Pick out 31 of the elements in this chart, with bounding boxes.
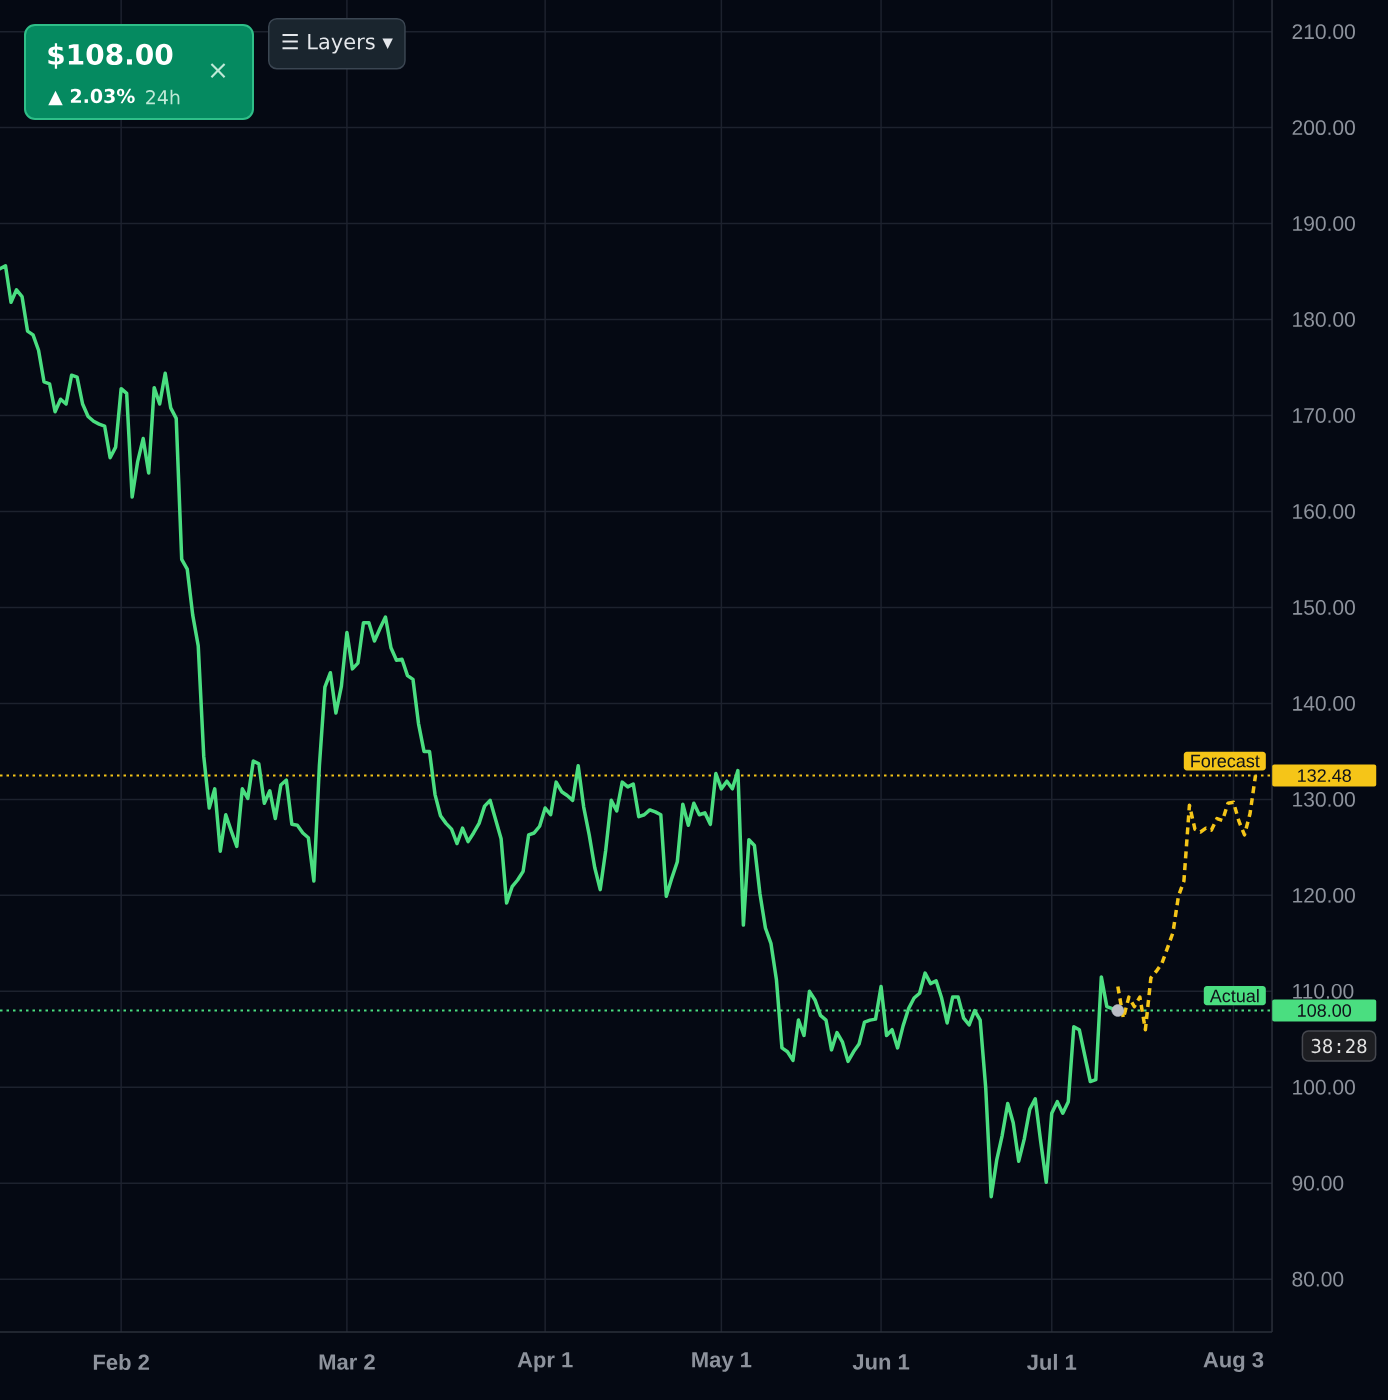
y-tick-label: 100.00 bbox=[1293, 1079, 1355, 1095]
annotation: ☰ Layers ▾ bbox=[282, 33, 393, 54]
x-tick-label: Mar 2 bbox=[319, 1354, 375, 1370]
y-tick-label: 80.00 bbox=[1292, 1271, 1344, 1287]
x-tick-label: Jul 1 bbox=[1027, 1353, 1077, 1371]
ref-line-label: Forecast bbox=[1191, 754, 1260, 768]
annotation: ▲ 2.03% bbox=[48, 88, 135, 106]
y-tick-label: 170.00 bbox=[1293, 408, 1355, 423]
y-tick-label: 180.00 bbox=[1293, 312, 1355, 327]
annotation: 24h bbox=[146, 89, 180, 105]
annotation: $108.00 bbox=[48, 43, 173, 69]
y-tick-label: 120.00 bbox=[1293, 887, 1355, 903]
ref-line-label: Actual bbox=[1209, 989, 1259, 1003]
annotation: × bbox=[210, 63, 226, 78]
x-tick-label: Feb 2 bbox=[93, 1353, 149, 1371]
y-tick-label: 200.00 bbox=[1292, 120, 1355, 136]
y-tick-label: 160.00 bbox=[1293, 504, 1355, 519]
x-tick-label: Aug 3 bbox=[1203, 1351, 1264, 1373]
y-tick-label: 110.00 bbox=[1293, 983, 1354, 999]
y-tick-label: 150.00 bbox=[1293, 600, 1355, 615]
text: 132.48 bbox=[1298, 769, 1351, 782]
x-tick-label: May 1 bbox=[692, 1352, 752, 1372]
y-tick-label: 130.00 bbox=[1293, 791, 1355, 807]
y-tick-label: 190.00 bbox=[1293, 216, 1355, 232]
y-tick-label: 90.00 bbox=[1292, 1175, 1344, 1191]
x-tick-label: Jun 1 bbox=[852, 1354, 910, 1370]
x-tick-label: Apr 1 bbox=[517, 1352, 573, 1372]
text: 38:28 bbox=[1311, 1038, 1367, 1054]
text: 108.00 bbox=[1298, 1004, 1352, 1017]
y-tick-label: 140.00 bbox=[1293, 695, 1355, 711]
y-tick-label: 210.00 bbox=[1292, 24, 1355, 40]
